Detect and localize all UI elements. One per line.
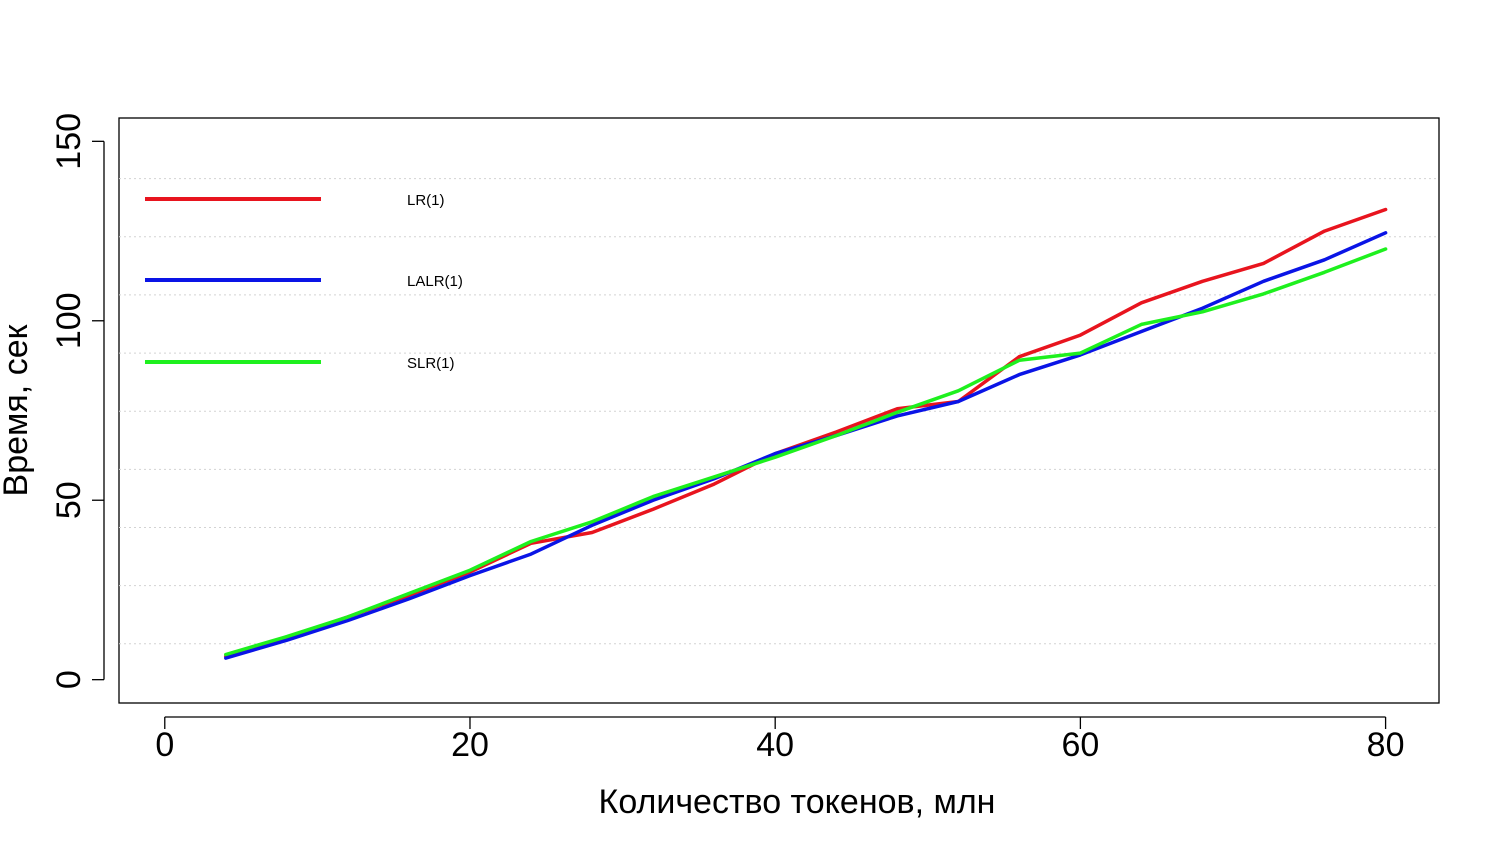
x-axis: 0 20 40 60 80 xyxy=(155,716,1405,764)
y-tick-label: 50 xyxy=(50,481,88,519)
x-tick-label: 0 xyxy=(155,726,174,764)
y-axis-title: Время, сек xyxy=(0,323,35,496)
legend-label: LR(1) xyxy=(407,192,445,209)
y-tick-label: 150 xyxy=(50,113,88,170)
x-tick-label: 20 xyxy=(451,726,489,764)
legend-label: SLR(1) xyxy=(407,355,455,372)
y-axis: 0 50 100 150 xyxy=(50,113,105,689)
legend: LR(1) LALR(1) SLR(1) xyxy=(145,192,463,372)
x-axis-title: Количество токенов, млн xyxy=(599,783,996,821)
x-tick-label: 60 xyxy=(1061,726,1099,764)
x-tick-label: 40 xyxy=(756,726,794,764)
y-tick-label: 0 xyxy=(50,670,88,689)
series-line-slr-1 xyxy=(224,247,1388,657)
legend-label: LALR(1) xyxy=(407,273,463,290)
series-line-lr-1 xyxy=(224,207,1388,659)
plot-frame xyxy=(118,117,1440,704)
x-tick-label: 80 xyxy=(1367,726,1405,764)
series-layer xyxy=(224,207,1388,660)
grid-lines xyxy=(119,178,1439,645)
y-tick-label: 100 xyxy=(50,292,88,349)
